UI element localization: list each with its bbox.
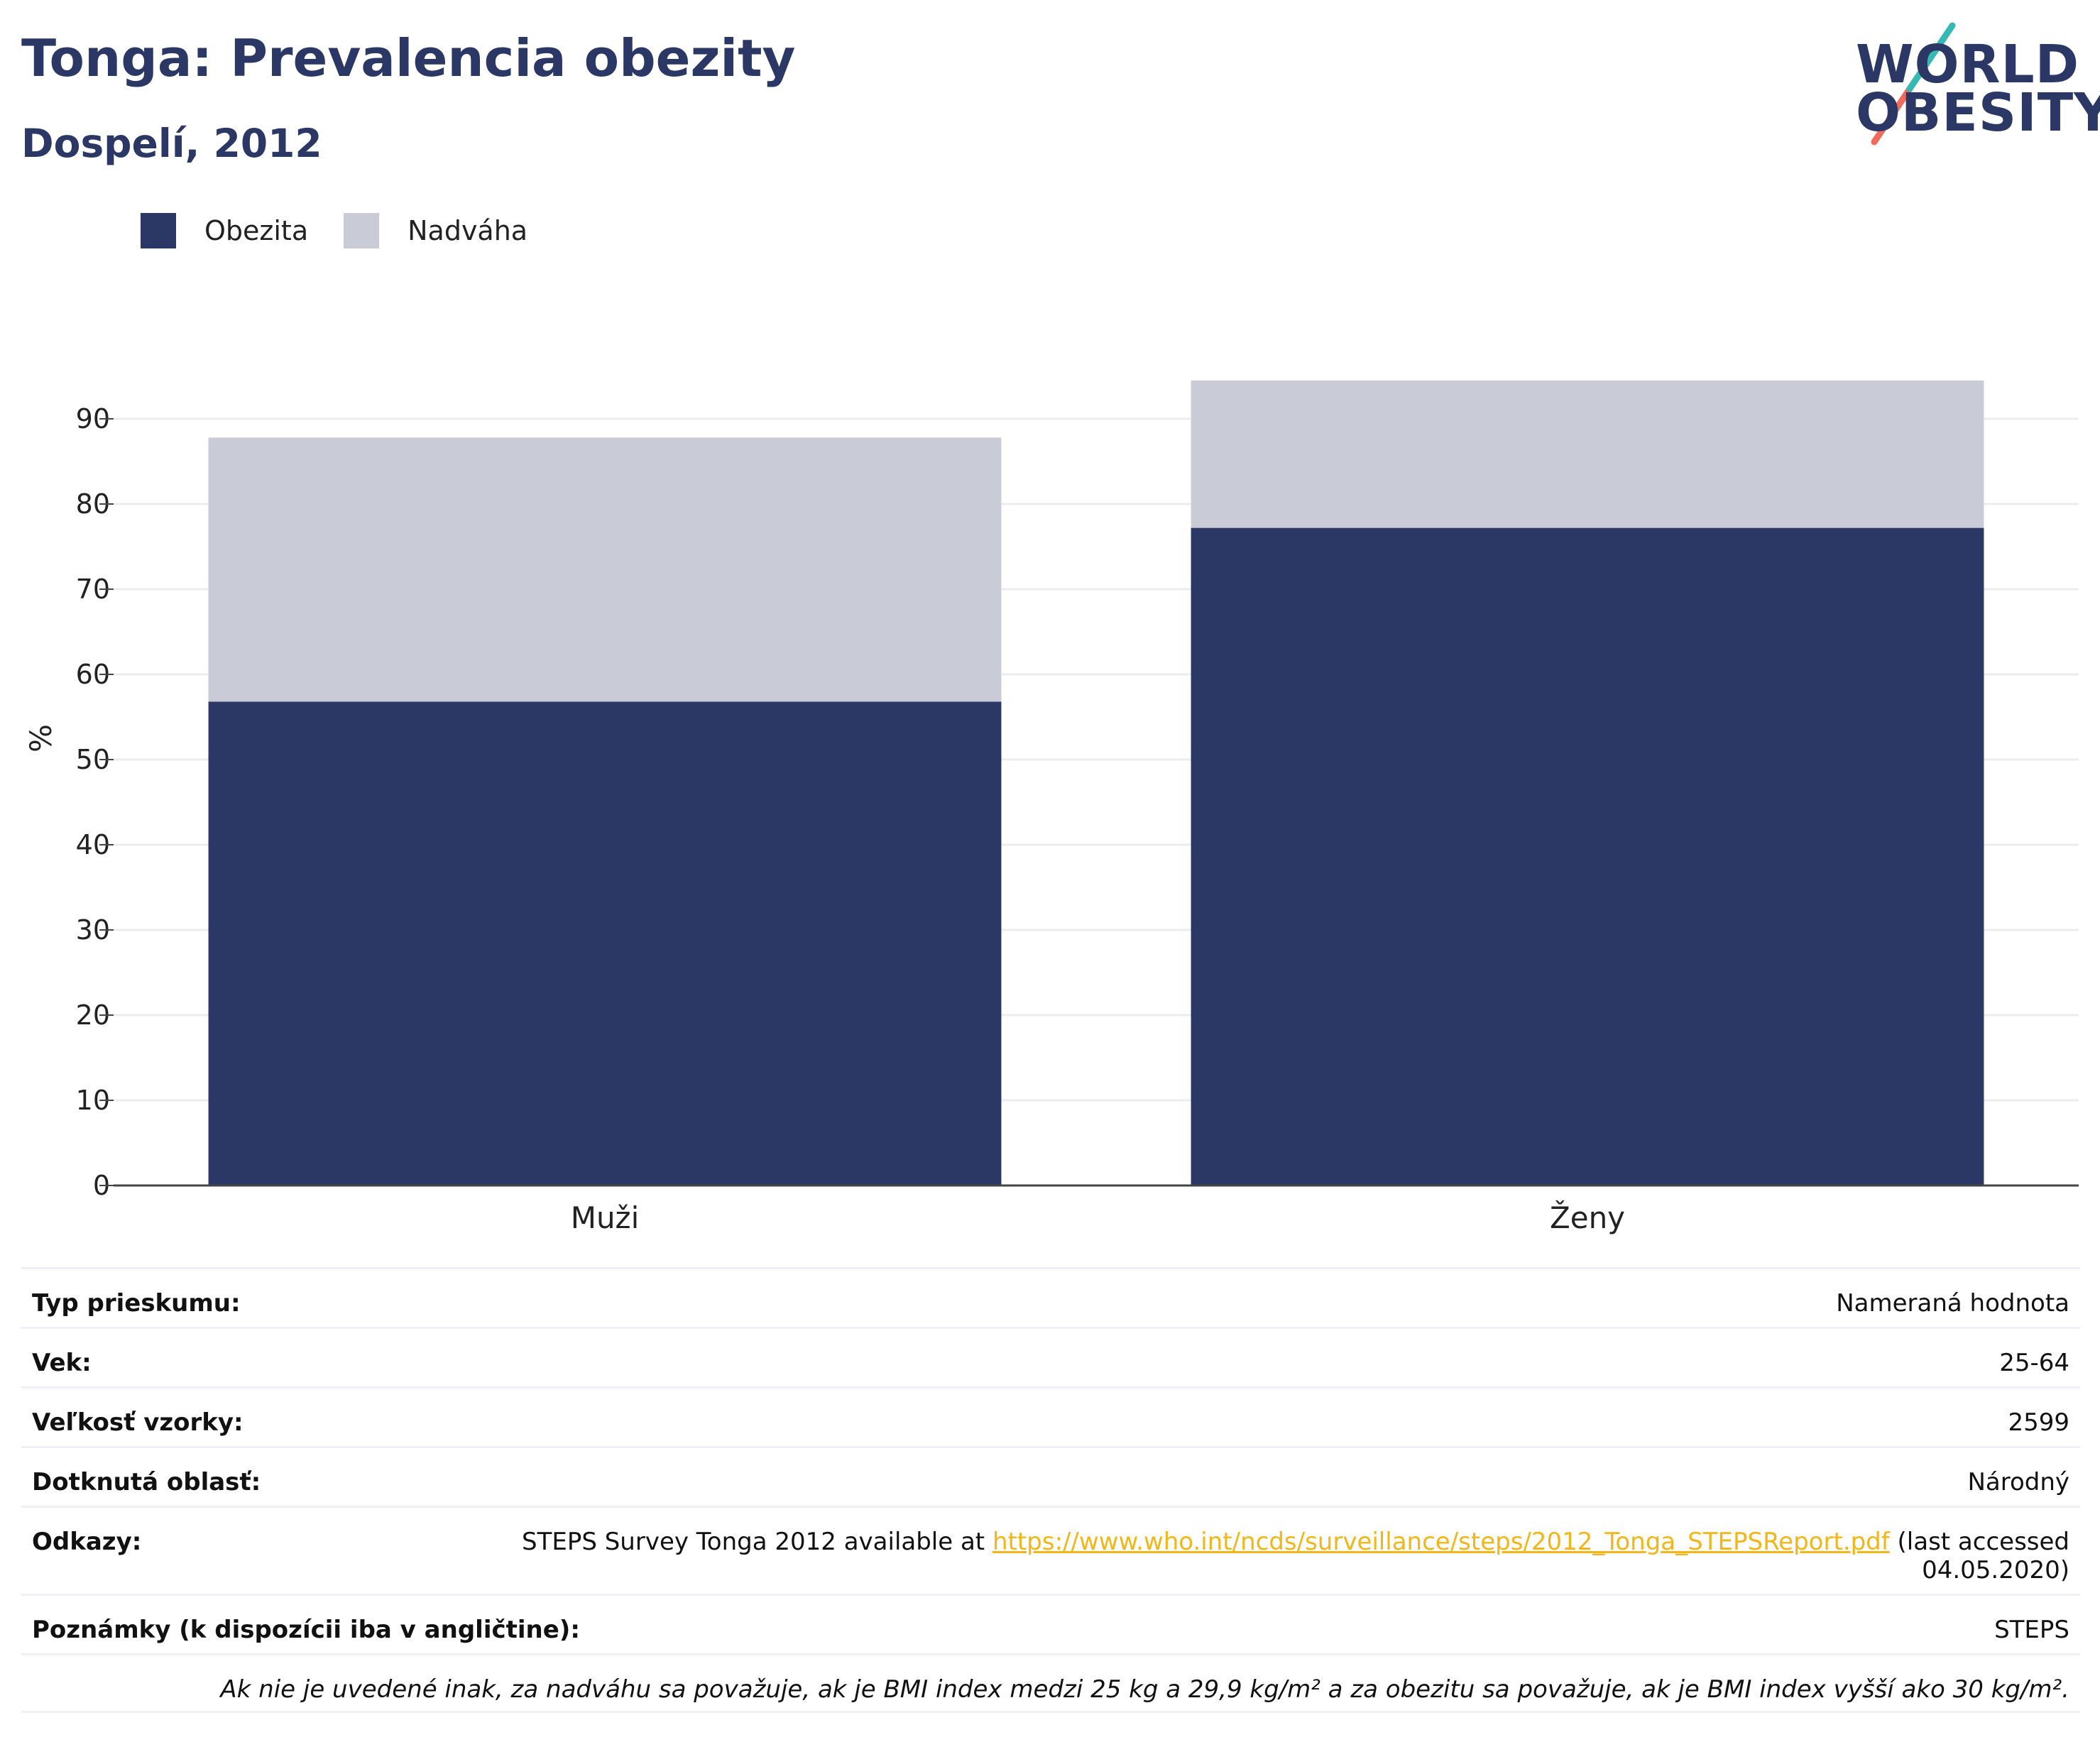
meta-value-age: 25-64	[1999, 1349, 2069, 1377]
legend-item-obesity[interactable]: Obezita	[141, 213, 308, 248]
meta-row-references: Odkazy: STEPS Survey Tonga 2012 availabl…	[21, 1506, 2080, 1594]
reference-link[interactable]: https://www.who.int/ncds/surveillance/st…	[992, 1528, 1890, 1556]
meta-key-area: Dotknutá oblasť:	[32, 1468, 261, 1496]
x-tick-label: Ženy	[1550, 1200, 1625, 1235]
page-subtitle: Dospelí, 2012	[21, 121, 322, 166]
legend-item-overweight[interactable]: Nadváha	[344, 213, 527, 248]
reference-date: 04.05.2020)	[1922, 1556, 2069, 1584]
meta-row-footnote: Ak nie je uvedené inak, za nadváhu sa po…	[21, 1653, 2080, 1713]
meta-row-sample-size: Veľkosť vzorky: 2599	[21, 1386, 2080, 1446]
bar-obesity	[1191, 527, 1984, 1185]
meta-key-references: Odkazy:	[32, 1528, 142, 1556]
logo-line-2: OBESITY	[1856, 82, 2100, 143]
bar-overweight	[208, 437, 1002, 702]
legend-swatch-obesity	[141, 213, 176, 248]
reference-text: STEPS Survey Tonga 2012 available at	[522, 1528, 992, 1556]
logo-slash-icon	[1871, 22, 1956, 146]
meta-value-survey-type: Nameraná hodnota	[1836, 1289, 2069, 1318]
meta-key-sample-size: Veľkosť vzorky:	[32, 1408, 244, 1437]
chart-legend: Obezita Nadváha	[141, 209, 563, 252]
meta-row-notes: Poznámky (k dispozícii iba v angličtine)…	[21, 1594, 2080, 1653]
meta-row-survey-type: Typ prieskumu: Nameraná hodnota	[21, 1267, 2080, 1327]
meta-value-notes: STEPS	[1994, 1616, 2069, 1644]
meta-row-age: Vek: 25-64	[21, 1327, 2080, 1386]
page-title: Tonga: Prevalencia obezity	[21, 28, 796, 88]
meta-key-survey-type: Typ prieskumu:	[32, 1289, 241, 1318]
meta-key-age: Vek:	[32, 1349, 92, 1377]
meta-value-area: Národný	[1967, 1468, 2069, 1496]
survey-details: Typ prieskumu: Nameraná hodnota Vek: 25-…	[21, 1267, 2080, 1713]
world-obesity-logo: WORLD OBESITY	[1846, 21, 2100, 149]
legend-swatch-overweight	[344, 213, 380, 248]
meta-row-area: Dotknutá oblasť: Národný	[21, 1446, 2080, 1506]
bar-overweight	[1191, 380, 1984, 528]
legend-label-overweight: Nadváha	[408, 215, 528, 246]
bar-obesity	[208, 701, 1002, 1185]
logo-line-1: WORLD	[1856, 34, 2080, 95]
meta-value-sample-size: 2599	[2008, 1408, 2069, 1437]
reference-suffix: (last accessed	[1889, 1528, 2069, 1556]
footnote-text: Ak nie je uvedené inak, za nadváhu sa po…	[220, 1675, 2069, 1704]
y-axis-label: %	[23, 724, 58, 752]
meta-value-references: STEPS Survey Tonga 2012 available at htt…	[522, 1528, 2069, 1584]
x-tick-label: Muži	[571, 1200, 640, 1235]
meta-key-notes: Poznámky (k dispozícii iba v angličtine)…	[32, 1616, 580, 1644]
legend-label-obesity: Obezita	[204, 215, 309, 246]
